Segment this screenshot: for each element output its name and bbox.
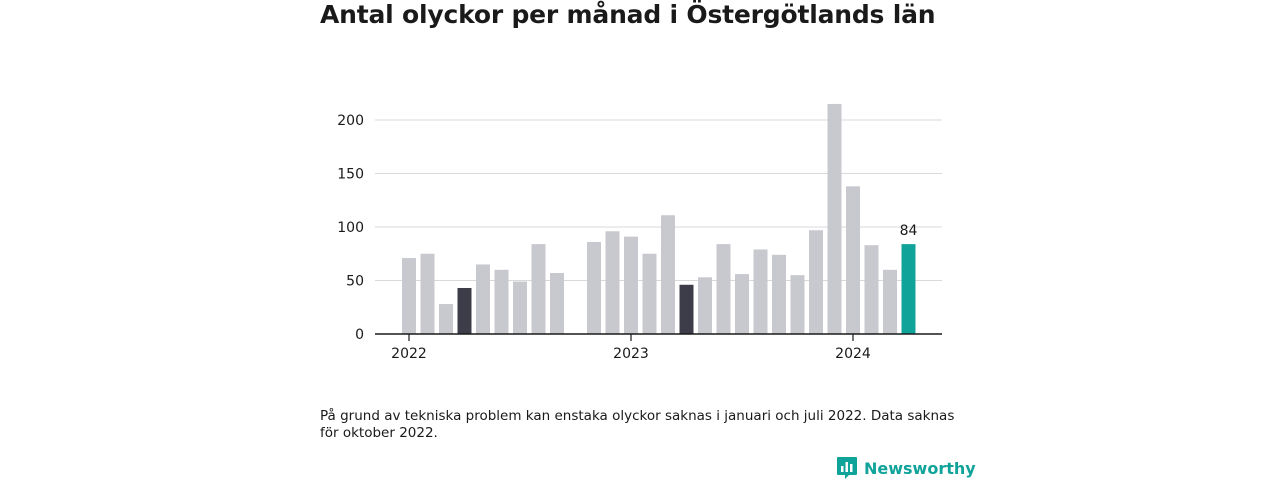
bar-2023-05 (698, 277, 712, 334)
bar-2022-12 (605, 231, 620, 334)
bar-2022-03 (439, 304, 453, 334)
x-tick-label: 2022 (391, 346, 427, 362)
bar-2024-03 (883, 269, 897, 334)
bar-2022-02 (420, 253, 435, 334)
bar-2022-08 (531, 244, 546, 334)
bars (402, 103, 916, 334)
bar-2022-07 (513, 281, 527, 334)
bar-2022-01 (402, 258, 416, 334)
bar-2023-04 (679, 284, 694, 334)
data-label: 84 (900, 223, 918, 239)
bar-2023-10 (790, 275, 805, 334)
bar-2022-09 (550, 273, 564, 334)
y-tick-label: 150 (337, 167, 364, 183)
bar-2023-07 (735, 274, 749, 334)
x-tick-label: 2023 (613, 346, 649, 362)
bar-2023-01 (624, 236, 638, 334)
x-tick-label: 2024 (835, 346, 871, 362)
bar-2022-05 (476, 264, 490, 334)
y-tick-label: 0 (355, 327, 364, 343)
bar-2023-09 (772, 254, 786, 334)
bar-2022-06 (494, 269, 509, 334)
bar-2024-04 (901, 244, 916, 334)
y-tick-label: 50 (346, 274, 364, 290)
axes (375, 333, 942, 341)
bar-2023-11 (809, 230, 823, 334)
bar-2023-08 (753, 249, 768, 334)
bar-chart: 0 50 100 150 200 2022 2023 2024 84 (337, 103, 942, 362)
bar-2022-04 (457, 287, 472, 334)
bar-2023-12 (827, 103, 842, 334)
y-tick-label: 200 (337, 113, 364, 129)
bar-2023-03 (661, 215, 675, 334)
brand-name: Newsworthy (864, 458, 976, 478)
brand-logo: Newsworthy (836, 455, 976, 481)
bar-chart-logo-icon (837, 457, 857, 479)
y-tick-label: 100 (337, 220, 364, 236)
bar-2023-02 (642, 253, 657, 334)
bar-2023-06 (716, 244, 731, 334)
bar-2024-01 (846, 186, 860, 334)
bar-2022-11 (587, 241, 601, 334)
labels: 0 50 100 150 200 2022 2023 2024 84 (337, 113, 917, 362)
chart-title: Antal olyckor per månad i Östergötlands … (320, 0, 936, 29)
footnote: På grund av tekniska problem kan enstaka… (320, 407, 955, 441)
bar-2024-02 (864, 245, 879, 334)
